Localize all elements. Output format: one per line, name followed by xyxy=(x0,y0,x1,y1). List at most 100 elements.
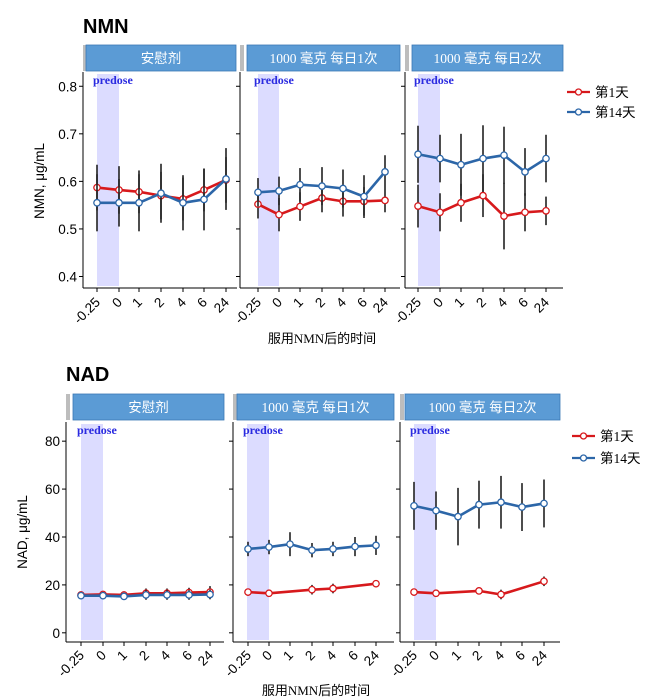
x-tick-label: 0 xyxy=(259,648,275,664)
data-point xyxy=(308,546,316,555)
y-tick-label: 0 xyxy=(52,626,60,641)
data-point xyxy=(372,541,380,550)
data-point xyxy=(200,195,208,204)
x-tick-label: 1 xyxy=(290,295,306,311)
series-day14 xyxy=(77,589,214,601)
data-point xyxy=(77,591,85,600)
x-tick-label: 6 xyxy=(179,648,195,664)
predose-band xyxy=(97,74,119,286)
data-point xyxy=(286,540,294,549)
data-point xyxy=(540,577,548,586)
data-point xyxy=(479,154,487,163)
panel-strip-header xyxy=(85,44,237,72)
x-tick-label: 24 xyxy=(361,647,383,669)
x-tick-label: -0.25 xyxy=(392,295,424,327)
strip-grey-edge xyxy=(66,394,70,420)
panel-strip-label: 1000 毫克 每日2次 xyxy=(434,50,542,66)
data-point xyxy=(135,198,143,207)
predose-label: predose xyxy=(243,423,283,437)
data-point xyxy=(542,207,550,215)
x-tick-label: 24 xyxy=(195,647,217,669)
legend-day1-label: 第1天 xyxy=(595,84,629,100)
predose-band xyxy=(258,74,279,286)
data-point xyxy=(265,589,273,598)
x-tick-label: 4 xyxy=(494,294,510,310)
x-tick-label: 4 xyxy=(173,294,189,310)
y-tick-label: 0.6 xyxy=(58,174,77,189)
y-tick-label: 0.5 xyxy=(58,222,77,237)
data-point xyxy=(521,208,529,217)
x-tick-label: 24 xyxy=(370,294,392,316)
data-point xyxy=(436,208,444,217)
x-tick-label: 24 xyxy=(529,647,551,669)
series-day14 xyxy=(244,532,380,558)
y-tick-label: 0.7 xyxy=(58,127,77,142)
data-point xyxy=(244,545,252,553)
data-point xyxy=(115,198,123,207)
data-point xyxy=(265,543,273,551)
data-point xyxy=(308,585,316,594)
data-point xyxy=(157,189,165,198)
nmn-legend-day1: 第1天 xyxy=(567,84,629,100)
series-day14 xyxy=(414,125,550,196)
series-day14 xyxy=(93,148,230,232)
legend-day1-label: 第1天 xyxy=(600,428,634,444)
legend-day14-label: 第14天 xyxy=(600,450,641,466)
y-tick-label: 20 xyxy=(45,578,60,593)
strip-grey-edge xyxy=(233,394,237,420)
panel-strip-label: 1000 毫克 每日2次 xyxy=(429,399,537,415)
y-tick-label: 60 xyxy=(45,482,60,497)
x-tick-label: 4 xyxy=(323,647,339,663)
nmn-section-title: NMN xyxy=(83,16,129,38)
x-tick-label: 6 xyxy=(512,648,528,664)
series-day14 xyxy=(410,475,548,546)
nmn-x-axis-label: 服用NMN后的时间 xyxy=(268,331,376,346)
data-point xyxy=(360,192,368,201)
strip-grey-edge xyxy=(405,45,409,71)
predose-band xyxy=(247,424,269,640)
data-point xyxy=(351,542,359,551)
strip-grey-edge xyxy=(400,394,404,420)
data-point xyxy=(339,184,347,193)
x-tick-label: 2 xyxy=(302,648,318,664)
legend-day14-marker xyxy=(579,454,588,462)
x-tick-label: 0 xyxy=(426,648,442,664)
data-point xyxy=(479,191,487,200)
nad-x-axis-label: 服用NMN后的时间 xyxy=(262,683,370,698)
data-point xyxy=(372,579,380,588)
data-point xyxy=(414,202,422,210)
predose-band xyxy=(418,74,440,286)
x-tick-label: 2 xyxy=(136,648,152,664)
data-point xyxy=(521,168,529,176)
x-tick-label: 6 xyxy=(354,295,370,311)
data-point xyxy=(296,202,304,211)
y-tick-label: 40 xyxy=(45,530,60,545)
data-point xyxy=(381,168,389,176)
x-tick-label: 6 xyxy=(345,648,361,664)
data-point xyxy=(432,589,440,598)
x-tick-label: 2 xyxy=(469,648,485,664)
x-tick-label: 4 xyxy=(157,647,173,663)
data-point xyxy=(432,506,440,515)
data-point xyxy=(414,150,422,159)
predose-band xyxy=(81,424,103,640)
x-tick-label: 1 xyxy=(129,295,145,311)
data-point xyxy=(120,592,128,601)
nad-section-title: NAD xyxy=(66,364,109,386)
data-point xyxy=(329,545,337,553)
data-point xyxy=(500,212,508,220)
x-tick-label: 1 xyxy=(451,295,467,311)
data-point xyxy=(475,587,483,595)
x-tick-label: 24 xyxy=(211,294,233,316)
data-point xyxy=(222,175,230,183)
series-day14 xyxy=(254,155,389,218)
legend-day14-label: 第14天 xyxy=(595,104,636,120)
x-tick-label: 0 xyxy=(269,295,285,311)
nmn-legend-day14: 第14天 xyxy=(567,104,636,120)
data-point xyxy=(457,198,465,207)
y-tick-label: 0.8 xyxy=(58,79,77,94)
